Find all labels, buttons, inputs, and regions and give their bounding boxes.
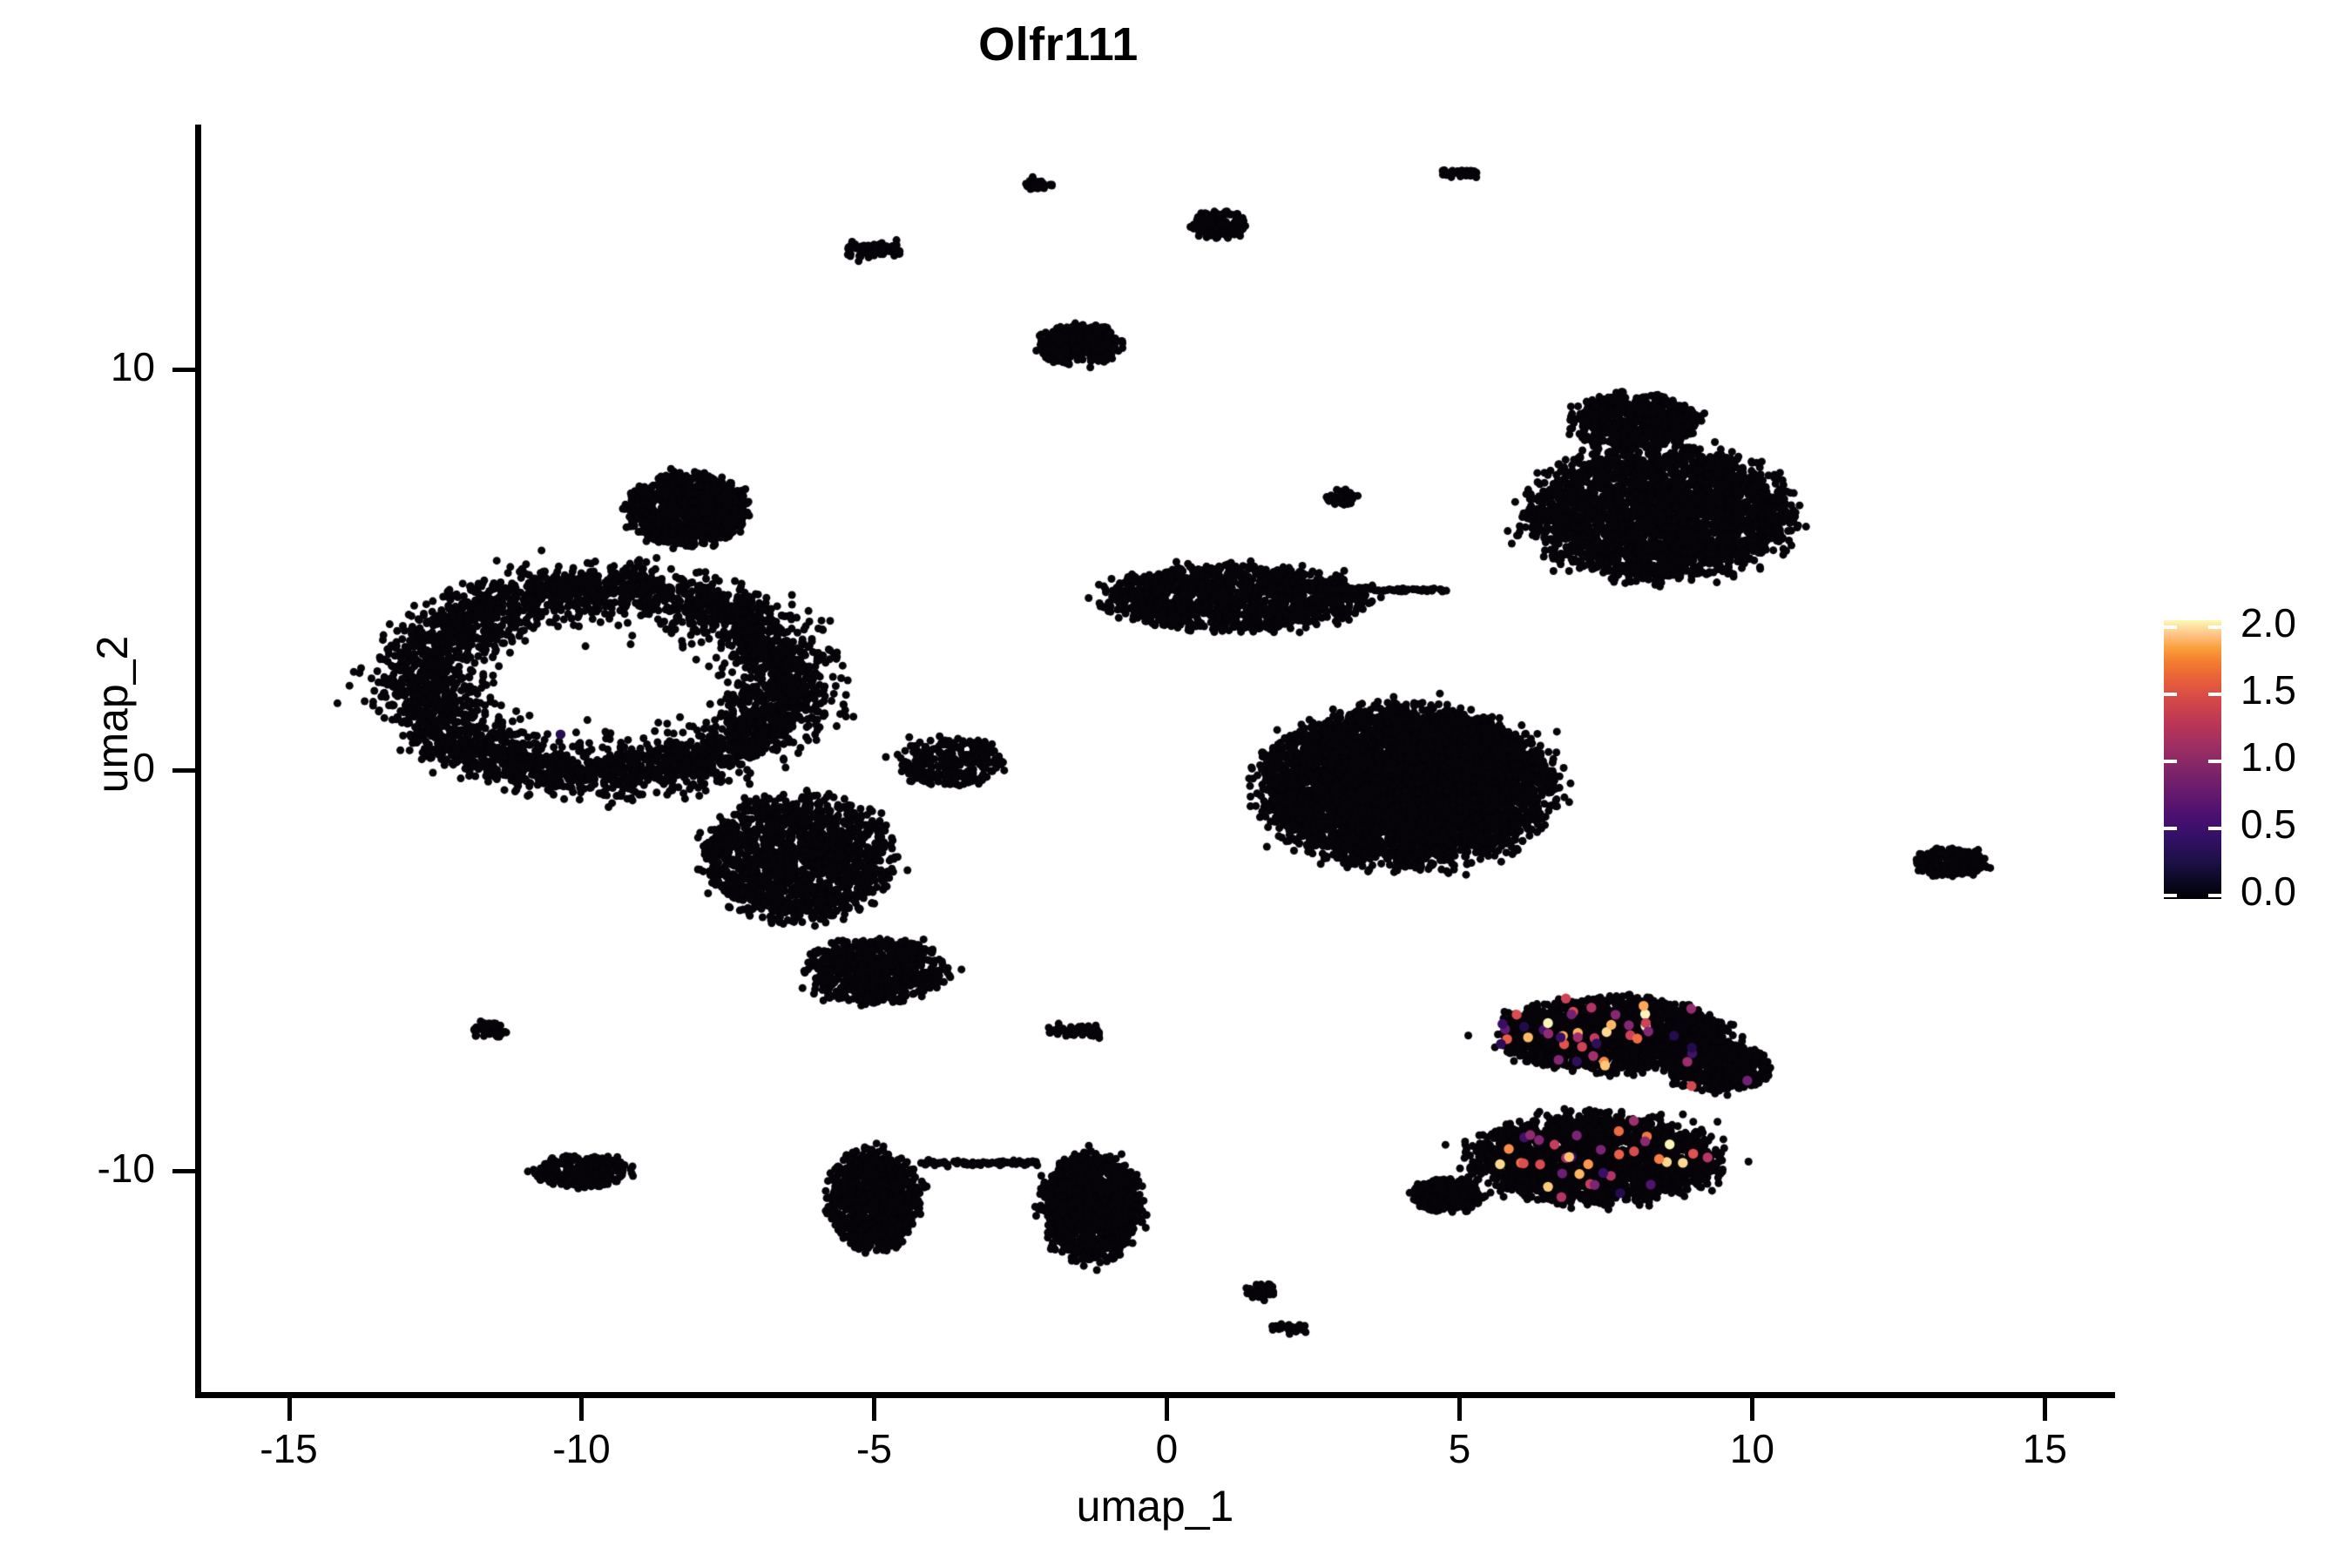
x-tick-mark — [872, 1398, 877, 1421]
colorbar-tick-mark — [2164, 693, 2177, 696]
y-tick-mark — [172, 768, 195, 773]
y-axis-line — [195, 125, 201, 1398]
page-title: Olfr111 — [978, 18, 1139, 71]
x-tick-label: 10 — [1729, 1426, 1774, 1471]
y-tick-mark — [172, 1169, 195, 1174]
colorbar-tick-mark — [2208, 625, 2221, 629]
y-tick-label: -10 — [97, 1146, 155, 1192]
x-tick-label: -5 — [856, 1426, 892, 1471]
colorbar-tick-label: 0.5 — [2240, 801, 2296, 847]
x-tick-label: 5 — [1448, 1426, 1471, 1471]
x-tick-label: -10 — [552, 1426, 611, 1471]
x-tick-mark — [287, 1398, 292, 1421]
colorbar-tick-mark — [2208, 760, 2221, 763]
y-axis-label: umap_2 — [88, 635, 137, 794]
x-tick-mark — [1165, 1398, 1170, 1421]
colorbar-tick-label: 1.5 — [2240, 667, 2296, 713]
y-tick-label: 10 — [110, 343, 155, 389]
colorbar-tick-mark — [2208, 894, 2221, 897]
x-tick-label: 15 — [2022, 1426, 2067, 1471]
x-tick-label: -15 — [260, 1426, 318, 1471]
colorbar-tick-label: 0.0 — [2240, 868, 2296, 914]
x-tick-mark — [2043, 1398, 2048, 1421]
x-axis-line — [195, 1392, 2115, 1398]
colorbar-tick-mark — [2164, 625, 2177, 629]
x-tick-label: 0 — [1155, 1426, 1179, 1471]
colorbar-legend: 0.0 0.5 1.0 1.5 2.0 — [2164, 600, 2338, 914]
colorbar-tick-mark — [2208, 827, 2221, 830]
scatter-canvas — [195, 125, 2115, 1396]
x-axis-label: umap_1 — [1076, 1482, 1234, 1531]
colorbar-tick-label: 1.0 — [2240, 734, 2296, 780]
x-tick-mark — [1457, 1398, 1463, 1421]
colorbar-tick-mark — [2164, 894, 2177, 897]
colorbar-tick-label: 2.0 — [2240, 600, 2296, 645]
y-tick-label: 0 — [132, 745, 155, 790]
colorbar-tick-mark — [2164, 827, 2177, 830]
x-tick-mark — [579, 1398, 585, 1421]
x-tick-mark — [1750, 1398, 1755, 1421]
y-tick-mark — [172, 367, 195, 372]
colorbar-tick-mark — [2164, 760, 2177, 763]
colorbar-tick-mark — [2208, 693, 2221, 696]
